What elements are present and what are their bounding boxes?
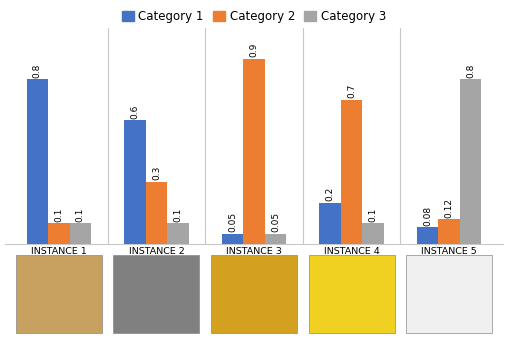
Bar xyxy=(320,203,341,244)
Bar xyxy=(460,79,482,244)
Text: 0.1: 0.1 xyxy=(54,207,64,222)
Text: INSTANCE 5: INSTANCE 5 xyxy=(421,247,477,256)
Bar xyxy=(362,223,384,244)
FancyBboxPatch shape xyxy=(16,255,102,334)
Text: 0.08: 0.08 xyxy=(423,206,432,226)
Text: INSTANCE 1: INSTANCE 1 xyxy=(31,247,87,256)
Bar xyxy=(222,234,243,244)
Text: 0.1: 0.1 xyxy=(369,207,377,222)
Bar xyxy=(243,58,265,244)
Bar xyxy=(48,223,70,244)
FancyBboxPatch shape xyxy=(113,255,199,334)
Text: 0.8: 0.8 xyxy=(466,63,475,78)
Bar xyxy=(26,79,48,244)
Text: 0.1: 0.1 xyxy=(173,207,182,222)
Bar xyxy=(146,182,167,244)
Text: 0.3: 0.3 xyxy=(152,166,161,181)
Text: 0.6: 0.6 xyxy=(131,104,139,119)
Bar xyxy=(124,120,146,244)
Bar xyxy=(265,234,286,244)
Text: INSTANCE 2: INSTANCE 2 xyxy=(129,247,184,256)
Legend: Category 1, Category 2, Category 3: Category 1, Category 2, Category 3 xyxy=(117,6,391,28)
FancyBboxPatch shape xyxy=(309,255,395,334)
FancyBboxPatch shape xyxy=(211,255,297,334)
Text: 0.12: 0.12 xyxy=(444,198,454,218)
Text: 0.2: 0.2 xyxy=(326,187,335,201)
Text: 0.05: 0.05 xyxy=(271,212,280,232)
Text: 0.1: 0.1 xyxy=(76,207,85,222)
Text: 0.7: 0.7 xyxy=(347,84,356,98)
Bar xyxy=(417,227,438,244)
Bar xyxy=(167,223,188,244)
Text: INSTANCE 3: INSTANCE 3 xyxy=(226,247,282,256)
Bar xyxy=(438,219,460,244)
Text: INSTANCE 4: INSTANCE 4 xyxy=(324,247,379,256)
Bar xyxy=(341,100,362,244)
Text: 0.9: 0.9 xyxy=(249,43,259,57)
Text: 0.8: 0.8 xyxy=(33,63,42,78)
Text: 0.05: 0.05 xyxy=(228,212,237,232)
Bar xyxy=(70,223,91,244)
FancyBboxPatch shape xyxy=(406,255,492,334)
